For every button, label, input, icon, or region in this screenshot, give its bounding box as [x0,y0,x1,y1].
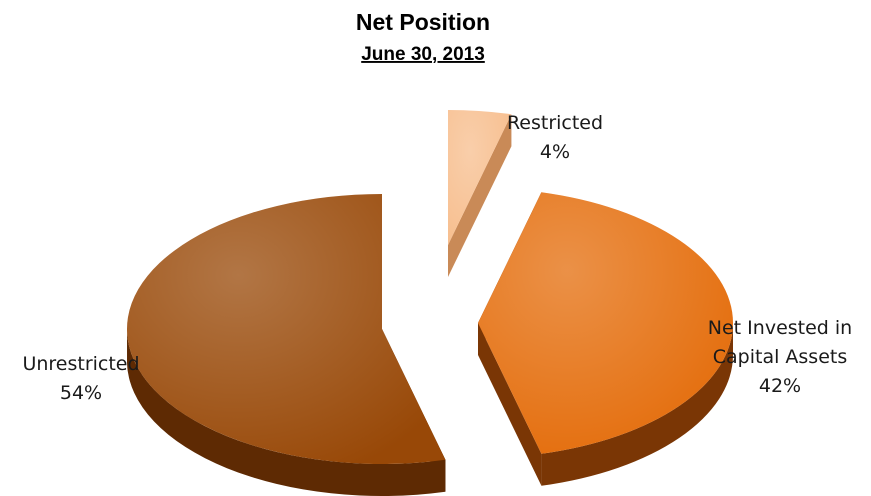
pie-slice-restricted-sheen [448,110,512,245]
pie-slice-restricted [448,110,512,277]
pie-slice-restricted-cut-face [448,114,512,277]
chart-subtitle: June 30, 2013 [361,44,485,65]
data-label-unrestricted-value: 54% [60,382,102,404]
pie-slice-net-invested-in-capital-assets-side [541,323,733,486]
chart-title: Net Position [356,9,490,35]
pie-slice-net-invested-in-capital-assets-cut-face [478,323,542,486]
pie-slice-unrestricted-side [127,330,446,496]
pie-slice-unrestricted [127,194,446,496]
data-label-unrestricted-name: Unrestricted [22,353,139,375]
pie-slice-net-invested-in-capital-assets-sheen [478,192,733,454]
pie-slice-net-invested-in-capital-assets [478,192,733,486]
data-label-net-invested-in-capital-assets-name: Net Invested in [708,317,852,339]
pie-slice-unrestricted-sheen [127,194,446,464]
pie-slices [127,110,733,496]
data-label-net-invested-in-capital-assets-value: 42% [759,375,801,397]
data-label-restricted-name: Restricted [507,112,603,134]
data-label-net-invested-in-capital-assets-name: Capital Assets [713,346,848,368]
slice-labels: Restricted 4% Net Invested in Capital Asset… [22,112,852,404]
data-label-restricted-value: 4% [540,141,570,163]
